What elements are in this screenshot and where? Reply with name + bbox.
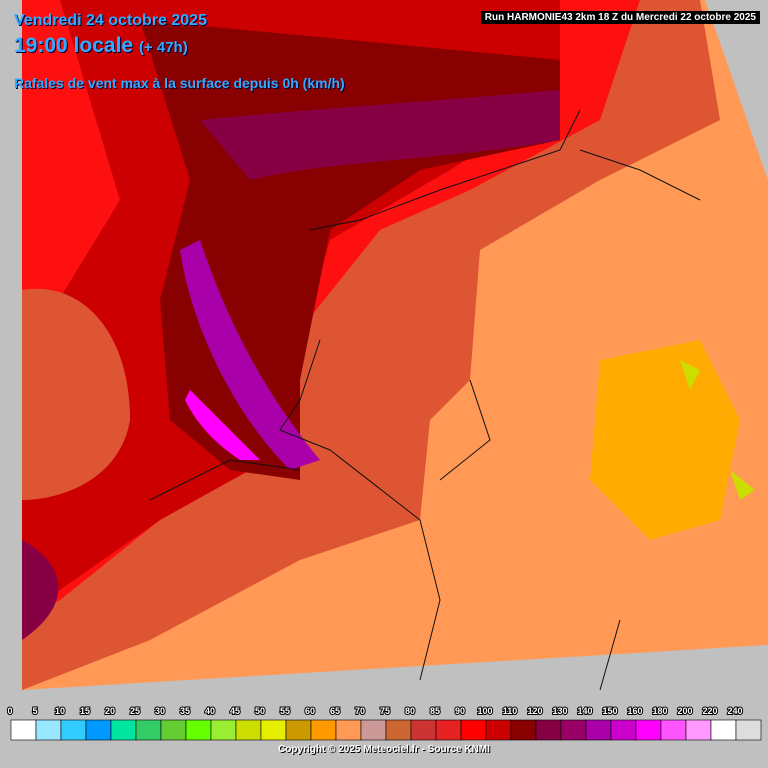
legend: 0 5 10 15 20 25 30 35 40 45 50 55 60 65 70 75 80 85 90 100 1… xyxy=(6,705,762,741)
legend-swatch xyxy=(360,719,387,741)
legend-label: 140 xyxy=(577,706,592,716)
legend-swatch xyxy=(310,719,337,741)
legend-label: 70 xyxy=(355,706,365,716)
legend-label: 65 xyxy=(330,706,340,716)
legend-label: 75 xyxy=(380,706,390,716)
legend-label: 200 xyxy=(677,706,692,716)
legend-label: 150 xyxy=(602,706,617,716)
legend-label: 20 xyxy=(105,706,115,716)
legend-label: 25 xyxy=(130,706,140,716)
legend-label: 40 xyxy=(205,706,215,716)
legend-swatch xyxy=(610,719,637,741)
legend-swatch xyxy=(660,719,687,741)
legend-swatch xyxy=(335,719,362,741)
land-england xyxy=(22,288,130,500)
legend-label: 160 xyxy=(627,706,642,716)
copyright: Copyright © 2025 Meteociel.fr - Source K… xyxy=(278,744,490,755)
map xyxy=(22,0,768,691)
legend-label: 120 xyxy=(527,706,542,716)
legend-label: 50 xyxy=(255,706,265,716)
time-label: 19:00 locale xyxy=(14,34,134,57)
legend-label: 30 xyxy=(155,706,165,716)
legend-swatch xyxy=(285,719,312,741)
legend-label: 45 xyxy=(230,706,240,716)
legend-label: 240 xyxy=(727,706,742,716)
legend-swatch xyxy=(460,719,487,741)
legend-label: 35 xyxy=(180,706,190,716)
legend-label: 10 xyxy=(55,706,65,716)
legend-label: 100 xyxy=(477,706,492,716)
legend-label: 15 xyxy=(80,706,90,716)
legend-swatch xyxy=(135,719,162,741)
legend-label: 5 xyxy=(32,706,37,716)
lead: (+ 47h) xyxy=(138,39,188,56)
run-info: Run HARMONIE43 2km 18 Z du Mercredi 22 o… xyxy=(480,11,760,24)
streak xyxy=(180,240,320,470)
legend-label: 0 xyxy=(7,706,12,716)
legend-label: 80 xyxy=(405,706,415,716)
legend-swatch xyxy=(485,719,512,741)
streak xyxy=(22,540,59,640)
legend-swatch xyxy=(510,719,537,741)
parameter: Rafales de vent max à la surface depuis … xyxy=(14,75,345,91)
date: Vendredi 24 octobre 2025 xyxy=(14,12,207,29)
legend-swatch xyxy=(735,719,762,741)
streak xyxy=(200,90,560,180)
field-light xyxy=(680,360,755,500)
legend-swatch xyxy=(235,719,262,741)
legend-swatch xyxy=(110,719,137,741)
legend-swatch xyxy=(385,719,412,741)
legend-swatch xyxy=(210,719,237,741)
legend-swatch xyxy=(160,719,187,741)
legend-label: 60 xyxy=(305,706,315,716)
legend-swatch xyxy=(535,719,562,741)
legend-label: 85 xyxy=(430,706,440,716)
legend-swatch xyxy=(35,719,62,741)
legend-swatch xyxy=(60,719,87,741)
legend-swatch xyxy=(585,719,612,741)
legend-swatch xyxy=(410,719,437,741)
legend-swatch xyxy=(260,719,287,741)
legend-swatch xyxy=(85,719,112,741)
field-moderate xyxy=(590,340,740,540)
legend-swatch xyxy=(185,719,212,741)
legend-label: 220 xyxy=(702,706,717,716)
legend-swatch xyxy=(685,719,712,741)
legend-label: 130 xyxy=(552,706,567,716)
legend-swatch xyxy=(10,719,37,741)
legend-label: 90 xyxy=(455,706,465,716)
legend-swatch xyxy=(710,719,737,741)
legend-label: 110 xyxy=(503,706,518,716)
legend-swatch xyxy=(435,719,462,741)
coastline xyxy=(149,109,701,691)
streak xyxy=(185,390,260,460)
legend-swatch xyxy=(560,719,587,741)
legend-label: 180 xyxy=(652,706,667,716)
legend-swatch xyxy=(635,719,662,741)
time: 19:00 locale (+ 47h) xyxy=(14,34,188,58)
legend-label: 55 xyxy=(280,706,290,716)
